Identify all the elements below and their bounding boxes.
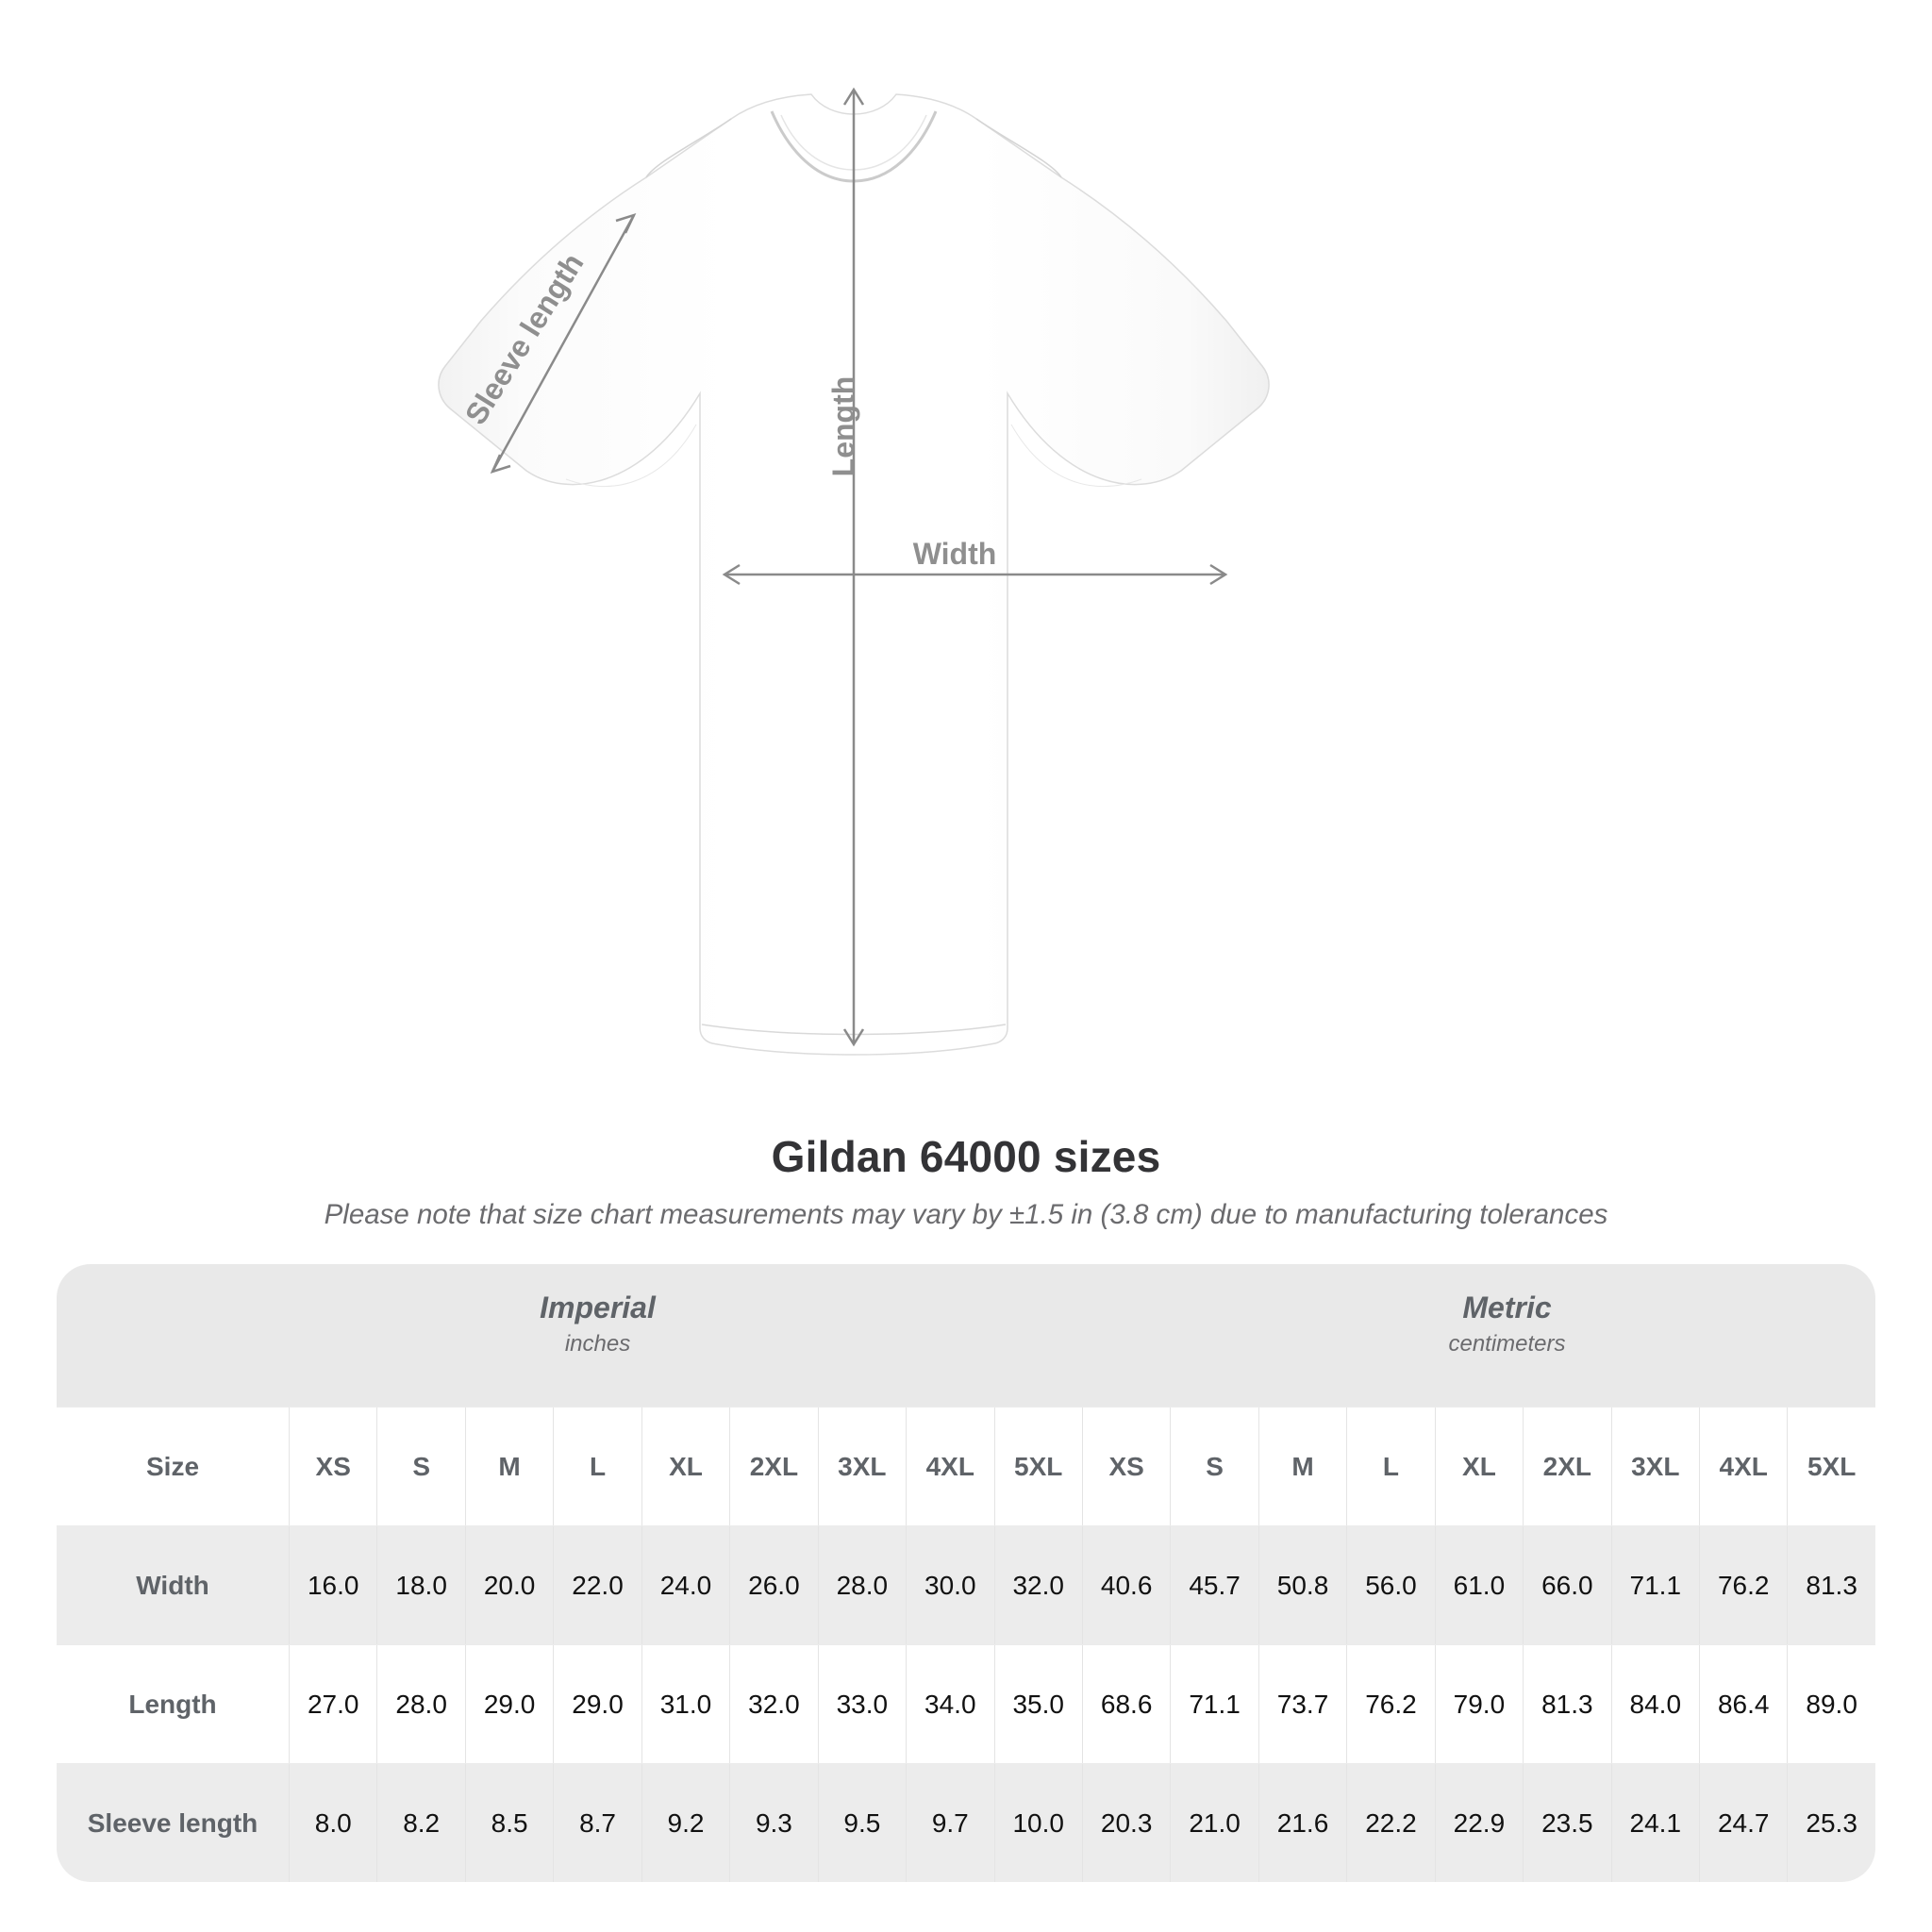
- svg-text:Width: Width: [913, 537, 997, 571]
- svg-text:Length: Length: [826, 376, 860, 477]
